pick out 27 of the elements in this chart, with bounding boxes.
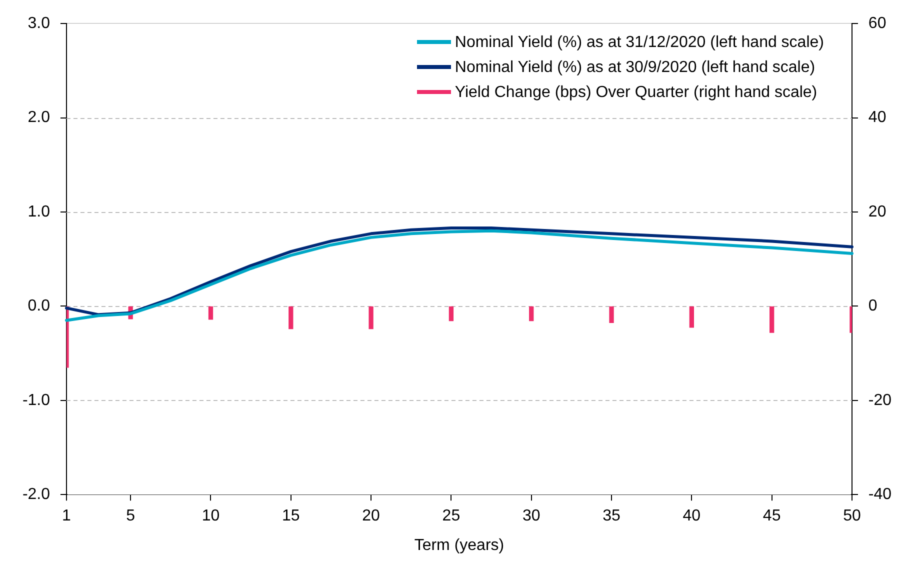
y-tick-label: 2.0 (23, 109, 54, 126)
y2-tick-label: -20 (864, 392, 896, 409)
legend-label: Yield Change (bps) Over Quarter (right hand scale) (454, 82, 818, 103)
y-tick-label: 3.0 (23, 15, 54, 32)
x-tick-label: 45 (758, 508, 786, 525)
x-tick-label: 35 (598, 508, 625, 525)
y-tick-label: 0.0 (23, 298, 54, 315)
y-tick-label: 1.0 (23, 203, 54, 220)
y2-tick-label: 40 (864, 109, 891, 126)
x-tick-label: 1 (58, 508, 76, 525)
y2-tick-label: -40 (864, 486, 896, 504)
y-tick-label: -2.0 (18, 486, 54, 504)
x-tick-label: 40 (678, 508, 706, 525)
x-tick-label: 5 (122, 508, 140, 525)
y2-tick-label: 20 (864, 203, 891, 220)
y-tick-label: -1.0 (18, 392, 54, 409)
legend-label: Nominal Yield (%) as at 30/9/2020 (left hand scale) (454, 58, 816, 78)
legend-label: Nominal Yield (%) as at 31/12/2020 (left hand scale) (454, 32, 824, 53)
x-tick-label: 10 (197, 508, 224, 525)
x-tick-label: 30 (518, 508, 545, 525)
x-tick-label: 25 (438, 508, 465, 525)
y2-tick-label: 0 (864, 298, 882, 315)
x-tick-label: 20 (358, 508, 384, 525)
x-tick-label: 50 (838, 508, 866, 525)
x-axis-title: Term (years) (414, 536, 504, 554)
y2-tick-label: 60 (864, 15, 891, 32)
x-tick-label: 15 (278, 508, 304, 525)
